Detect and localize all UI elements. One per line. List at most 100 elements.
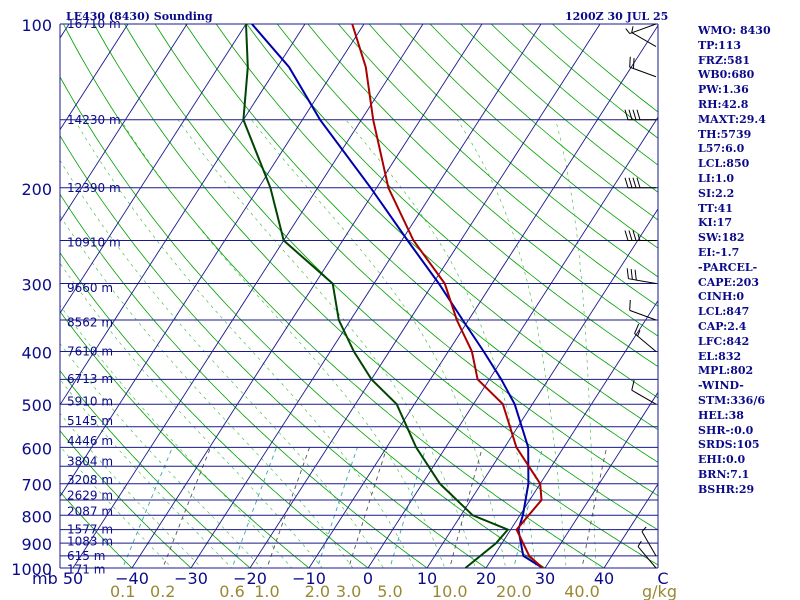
pressure-tick-label: 400 (21, 344, 52, 363)
mixing-ratio-tick-label: 3.0 (336, 582, 361, 600)
isotherm-line (60, 24, 306, 406)
wind-barb-flag (629, 299, 631, 311)
wind-barb (634, 323, 657, 352)
dry-adiabat-line (124, 24, 658, 531)
temperature-tick-label: 50 (63, 569, 83, 588)
temperature-tick-label: 30 (535, 569, 555, 588)
wind-barb-flag (632, 58, 635, 69)
wind-barb (641, 526, 657, 557)
wind-barb-flag (634, 269, 637, 281)
stat-line: SW:182 (698, 231, 745, 245)
height-label: 6713 m (67, 372, 113, 386)
height-label: 1577 m (67, 522, 113, 536)
wind-barb-half-flag (637, 234, 641, 241)
stat-line: BRN:7.1 (698, 467, 750, 481)
isotherm-line (72, 24, 424, 568)
isotherms (60, 24, 658, 568)
stat-line: WB0:680 (698, 68, 755, 82)
sounding-series (242, 24, 544, 568)
height-label: 7610 m (67, 345, 113, 359)
dry-adiabat-line (62, 24, 605, 568)
pressure-tick-label: 900 (21, 535, 52, 554)
wind-barb-flag (631, 379, 635, 391)
height-label: 8562 m (67, 316, 113, 330)
stat-line: TH:5739 (698, 127, 752, 141)
wind-barb-staff (631, 389, 657, 405)
stat-line: EI:-1.7 (698, 245, 740, 259)
stat-line: BSHR:29 (698, 482, 755, 496)
height-label: 4446 m (67, 434, 113, 448)
parcel-line (251, 24, 544, 568)
dry-adiabat-line (60, 134, 487, 568)
isotherm-line (60, 24, 247, 314)
stats-panel: WMO: 8430 TP:113 FRZ:581 WB0:680 PW:1.36 RH:4… (698, 24, 798, 498)
wind-barb (624, 230, 656, 241)
wind-barb (637, 540, 657, 569)
chart-title: LE430 (8430) Sounding (66, 10, 213, 23)
dry-adiabat-line (399, 24, 658, 249)
wind-barb-flag (624, 230, 629, 241)
stat-line: EHI:0.0 (698, 453, 746, 467)
mixing-ratio-line (513, 447, 544, 568)
wind-barb-half-flag (637, 540, 642, 547)
isobars (59, 23, 659, 569)
moist-adiabat-line (120, 119, 446, 568)
dry-adiabat-line (60, 252, 369, 568)
dry-adiabat-line (60, 76, 546, 568)
wind-barb-staff (629, 23, 657, 35)
mixing-ratio-line (122, 447, 173, 568)
height-label: 5145 m (67, 414, 113, 428)
stat-line: FRZ:581 (698, 53, 751, 67)
wind-barb-half-flag (625, 28, 631, 34)
height-label: 3208 m (67, 473, 113, 487)
stat-line: RH:42.8 (698, 97, 749, 111)
mixing-ratio-tick-label: 0.2 (150, 582, 175, 600)
dry-adiabat-line (154, 24, 658, 497)
wind-barb-flag (626, 268, 629, 279)
moist-adiabat-line (177, 119, 476, 568)
temperature-tick-label: 20 (476, 569, 496, 588)
wind-barb-flag (632, 177, 637, 188)
stat-line: LCL:847 (698, 305, 750, 319)
wind-barb (629, 299, 657, 321)
temperature-tick-label: −20 (233, 569, 267, 588)
isotherm-line (485, 299, 658, 568)
height-label: 5910 m (67, 394, 113, 408)
wind-barb-staff (629, 66, 657, 78)
wind-barb (626, 268, 657, 285)
dry-adiabat-line (215, 24, 658, 431)
isotherm-line (249, 24, 601, 568)
pressure-tick-label: 1000 (11, 560, 52, 579)
isotherm-line (60, 24, 129, 131)
temperature-tick-label: 10 (417, 569, 437, 588)
mixing-ratio-line (266, 447, 311, 568)
height-label: 2087 m (67, 505, 113, 519)
mixing-ratio-line (449, 447, 483, 568)
pressure-tick-label: 200 (21, 180, 52, 199)
dry-adiabat-line (185, 24, 658, 463)
wind-barb-staff (641, 531, 657, 557)
moist-adiabat-line (60, 215, 354, 568)
isotherm-line (367, 116, 658, 568)
wind-barb-flag (634, 323, 640, 334)
stat-line: CINH:0 (698, 290, 745, 304)
pressure-tick-label: 300 (21, 276, 52, 295)
wind-barb-staff (631, 32, 657, 47)
wind-barb-flag (630, 268, 633, 280)
mixing-ratio-line (162, 447, 212, 568)
stat-line: MAXT:29.4 (698, 112, 766, 126)
stat-line: -WIND- (698, 379, 744, 393)
dry-adiabat-line (246, 24, 658, 399)
stat-line: -PARCEL- (698, 260, 758, 274)
wind-barb-flag (636, 177, 641, 188)
temperature-tick-label: −30 (174, 569, 208, 588)
chart-time: 1200Z 30 JUL 25 (565, 10, 669, 23)
isotherm-line (308, 24, 658, 568)
isotherm-line (60, 24, 70, 39)
height-label: 10910 m (67, 235, 121, 249)
stat-line: KI:17 (698, 216, 733, 230)
stat-line: TP:113 (698, 38, 742, 52)
mixing-ratio-tick-label: 10.0 (432, 582, 468, 600)
stat-line: TT:41 (698, 201, 733, 215)
